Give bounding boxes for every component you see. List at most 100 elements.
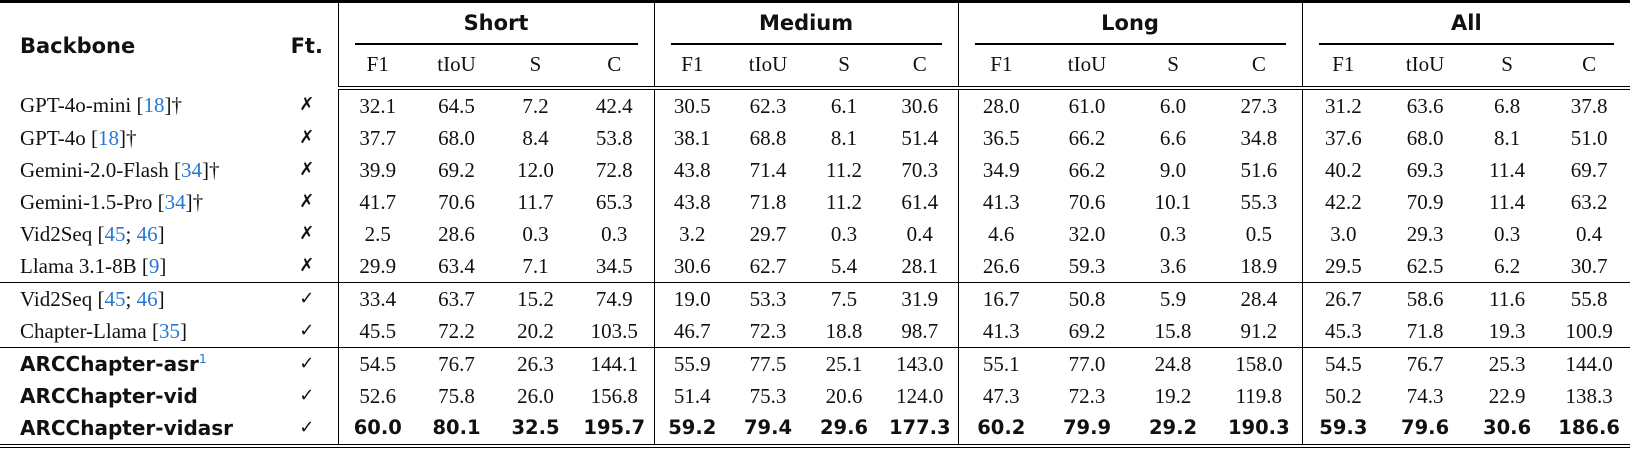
value-medium-c: 177.3 [882, 412, 959, 448]
value-medium-c: 30.6 [901, 94, 939, 118]
citation-link[interactable]: 18 [98, 126, 119, 150]
value-all-tiou: 62.5 [1406, 254, 1444, 278]
value-all-c: 69.7 [1570, 158, 1608, 182]
value-all-f1: 42.2 [1301, 186, 1385, 218]
value-medium-tiou: 29.7 [749, 222, 787, 246]
value-all-c: 144.0 [1548, 347, 1630, 380]
value-long-c: 34.8 [1240, 126, 1278, 150]
citation-link[interactable]: 45 [104, 222, 126, 246]
value-all-f1: 54.5 [1301, 347, 1385, 380]
value-all-tiou: 70.9 [1406, 190, 1444, 214]
value-all-s: 11.6 [1466, 282, 1549, 315]
table-row: Gemini-1.5-Pro [34]† ✗ 41.7 70.6 11.7 65.3 43.… [0, 186, 1630, 218]
citation-link[interactable]: 34 [180, 158, 202, 182]
value-long-tiou: 72.3 [1068, 384, 1106, 408]
value-short-s: 0.3 [522, 222, 549, 246]
model-name-cell: GPT-4o-mini [18]† [0, 88, 280, 122]
value-all-s: 0.3 [1493, 222, 1521, 246]
cross-mark-icon: ✗ [299, 94, 315, 115]
value-short-f1: 2.5 [337, 218, 417, 250]
value-long-c: 119.8 [1235, 384, 1283, 408]
cross-mark-icon: ✗ [299, 255, 315, 276]
col-header-ft: Ft. [290, 33, 323, 58]
value-long-f1: 36.5 [957, 122, 1045, 154]
bracket-close: ] [201, 158, 209, 182]
model-name-cell: Llama 3.1-8B [9] [0, 250, 280, 283]
value-short-tiou: 28.6 [438, 222, 475, 246]
value-long-c: 0.5 [1245, 222, 1272, 246]
table-row: Llama 3.1-8B [9] ✗ 29.9 63.4 7.1 34.5 30.6 62.7… [0, 250, 1630, 283]
table-row: GPT-4o-mini [18]† ✗ 32.1 64.5 7.2 42.4 30.5 62.… [0, 88, 1630, 122]
value-long-s: 10.1 [1154, 190, 1192, 214]
model-name-cell: Vid2Seq [45; 46] [0, 218, 280, 250]
value-medium-c: 98.7 [901, 319, 939, 343]
value-medium-c: 143.0 [882, 347, 959, 380]
check-mark-icon: ✓ [280, 412, 338, 448]
value-long-s: 29.2 [1130, 412, 1217, 448]
metric-header-long-c: C [1216, 45, 1303, 90]
value-medium-tiou: 62.3 [749, 94, 787, 118]
value-medium-s: 18.8 [825, 319, 863, 343]
model-name: GPT-4o [20, 126, 86, 150]
value-medium-tiou: 79.4 [730, 412, 807, 448]
value-medium-c: 124.0 [896, 384, 944, 408]
value-all-s: 11.4 [1489, 190, 1526, 214]
value-medium-s: 11.2 [826, 158, 863, 182]
value-long-f1: 34.9 [957, 154, 1045, 186]
col-header-backbone: Backbone [20, 33, 136, 58]
metric-header-all-tiou: tIoU [1384, 45, 1467, 90]
model-name-cell: ARCChapter-vid [0, 380, 280, 412]
value-short-f1: 52.6 [337, 380, 417, 412]
metric-header-long-f1: F1 [957, 45, 1045, 90]
value-short-c: 42.4 [595, 94, 633, 118]
value-long-c: 28.4 [1216, 282, 1303, 315]
value-long-tiou: 50.8 [1044, 282, 1131, 315]
value-long-c: 51.6 [1240, 158, 1278, 182]
value-short-c: 74.9 [575, 282, 655, 315]
bracket-close: ] [185, 190, 193, 214]
group-header-short: Short [337, 1, 655, 45]
value-all-s: 8.1 [1493, 126, 1521, 150]
value-medium-c: 0.4 [906, 222, 933, 246]
citation-link[interactable]: 9 [148, 254, 160, 278]
value-short-s: 7.2 [522, 94, 549, 118]
value-short-c: 195.7 [575, 412, 655, 448]
group-header-label: Medium [670, 8, 942, 45]
bracket-open: [ [97, 287, 105, 311]
value-medium-f1: 55.9 [653, 347, 731, 380]
value-all-f1: 3.0 [1301, 218, 1385, 250]
bracket-open: [ [151, 319, 159, 343]
citation-link[interactable]: 34 [164, 190, 186, 214]
value-long-f1: 28.0 [957, 88, 1045, 122]
metric-header-long-tiou: tIoU [1044, 45, 1131, 90]
metric-header-short-tiou: tIoU [417, 45, 496, 90]
value-long-f1: 41.3 [957, 315, 1045, 348]
citation-link[interactable]: 46 [136, 222, 158, 246]
citation-link[interactable]: 46 [136, 287, 158, 311]
bracket-close: ] [164, 93, 172, 117]
dagger-mark: † [208, 158, 220, 182]
model-name: Vid2Seq [20, 287, 93, 311]
model-name-cell: ARCChapter-asr1 [0, 347, 280, 380]
value-medium-c: 70.3 [901, 158, 939, 182]
value-long-c: 18.9 [1240, 254, 1278, 278]
value-long-s: 15.8 [1154, 319, 1192, 343]
bracket-open: [ [157, 190, 165, 214]
value-short-s: 32.5 [496, 412, 575, 448]
value-long-s: 19.2 [1154, 384, 1192, 408]
value-all-c: 0.4 [1575, 222, 1603, 246]
value-short-tiou: 63.7 [417, 282, 496, 315]
citation-link[interactable]: 18 [143, 93, 165, 117]
metric-header-short-s: S [496, 45, 575, 90]
metric-header-short-f1: F1 [337, 45, 417, 90]
model-name: Llama 3.1-8B [20, 254, 137, 278]
metric-header-medium-f1: F1 [653, 45, 731, 90]
citation-link[interactable]: 45 [104, 287, 126, 311]
citation-link[interactable]: 35 [158, 319, 180, 343]
value-medium-f1: 38.1 [653, 122, 731, 154]
value-all-s: 11.4 [1489, 158, 1526, 182]
value-long-tiou: 79.9 [1044, 412, 1131, 448]
value-medium-tiou: 68.8 [749, 126, 787, 150]
metric-header-all-c: C [1548, 45, 1630, 90]
footnote-ref[interactable]: 1 [198, 351, 207, 366]
